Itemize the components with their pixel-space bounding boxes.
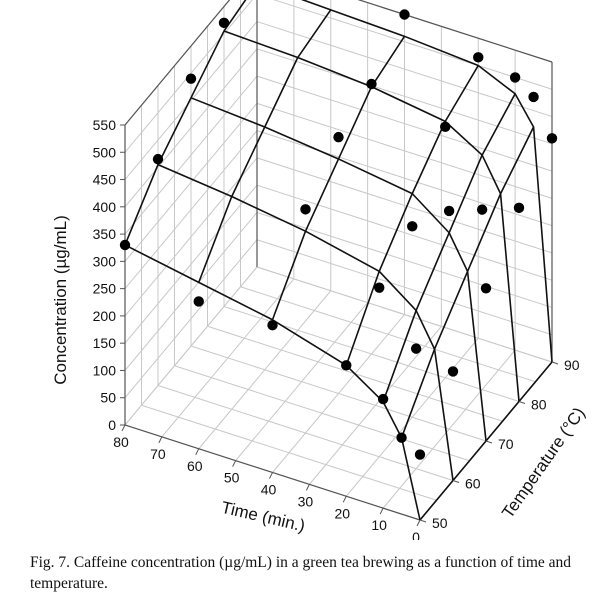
grid-walls	[124, 0, 553, 521]
surface-line-time	[271, 35, 406, 321]
data-point	[480, 283, 492, 294]
x-tick-label: 20	[334, 505, 350, 521]
y-tick-label: 60	[465, 476, 481, 492]
z-tick-label: 0	[108, 417, 116, 433]
data-point	[440, 121, 451, 133]
x-tick-mark	[269, 472, 273, 479]
x-tick-label: 70	[150, 446, 166, 462]
z-tick-label: 300	[93, 253, 117, 269]
data-point	[447, 366, 459, 377]
x-tick-mark	[121, 424, 126, 432]
z-tick-label: 250	[93, 281, 117, 297]
z-tick-label: 200	[93, 308, 117, 324]
data-point	[333, 131, 344, 143]
data-point	[377, 393, 389, 405]
data-point	[528, 91, 539, 103]
x-tick-mark	[195, 448, 200, 455]
data-point	[513, 202, 525, 214]
surface-line-time	[345, 65, 479, 366]
x-tick-label: 50	[224, 470, 240, 486]
z-tick-label: 550	[93, 117, 117, 133]
data-point	[366, 78, 377, 90]
data-point	[300, 204, 311, 215]
grid-line	[256, 266, 553, 363]
data-point	[218, 17, 230, 29]
y-tick-mark	[419, 519, 427, 523]
grid-line	[174, 365, 470, 462]
surface-line-time	[382, 93, 516, 403]
x-axis-label: Time (min.)	[220, 498, 307, 536]
z-tick-label: 50	[100, 390, 116, 406]
y-tick-label: 50	[432, 515, 448, 531]
data-point	[119, 239, 131, 251]
y-tick-mark	[485, 440, 493, 444]
z-tick-label: 500	[93, 144, 117, 160]
z-tick-label: 450	[93, 172, 117, 188]
y-tick-label: 90	[564, 357, 580, 373]
surface-line-time	[124, 0, 247, 246]
data-point	[185, 73, 197, 84]
x-tick-mark	[158, 436, 163, 444]
data-point	[443, 205, 455, 217]
z-axis-ticks: 0 50 100 150 200 250 300 350 400 450 500 550	[93, 117, 125, 433]
data-point	[509, 72, 521, 83]
surface-line-time	[400, 126, 535, 438]
y-axis-ticks: 50 60 70 80 90	[419, 357, 580, 531]
y-tick-mark	[518, 401, 526, 404]
x-tick-label: 10	[371, 517, 387, 533]
z-tick-label: 100	[93, 362, 117, 378]
figure-caption: Fig. 7. Caffeine concentration (µg/mL) i…	[30, 554, 572, 592]
y-tick-label: 70	[498, 436, 514, 452]
data-point	[374, 282, 385, 293]
axis-line	[124, 0, 231, 126]
x-tick-mark	[379, 507, 384, 515]
x-tick-mark	[342, 496, 347, 503]
x-tick-mark	[416, 519, 421, 527]
data-point	[152, 153, 164, 165]
x-tick-label: 80	[113, 434, 129, 450]
x-tick-mark	[305, 484, 310, 491]
y-tick-mark	[551, 361, 559, 365]
data-point	[267, 320, 278, 331]
data-point	[341, 360, 352, 371]
z-tick-label: 150	[93, 335, 117, 351]
grid-line	[190, 345, 487, 442]
grid-line	[223, 306, 520, 402]
data-point	[396, 432, 407, 443]
x-tick-label: 0	[412, 529, 420, 540]
x-axis-ticks: 80 70 60 50 40 30 20 10 0	[113, 424, 421, 540]
z-tick-label: 400	[93, 199, 117, 215]
y-tick-mark	[452, 480, 460, 483]
data-points	[119, 9, 558, 460]
grid-line	[240, 286, 536, 383]
data-point	[414, 449, 426, 460]
z-axis-label: Concentration (µg/mL)	[51, 215, 70, 384]
x-tick-label: 40	[261, 482, 277, 498]
x-tick-mark	[232, 460, 237, 467]
grid-line	[141, 404, 437, 501]
data-point	[410, 343, 422, 354]
grid-line	[157, 385, 454, 481]
data-point	[193, 296, 204, 307]
data-point	[399, 9, 410, 20]
z-tick-label: 350	[93, 226, 117, 242]
surface-line-time	[198, 9, 332, 283]
data-point	[546, 133, 558, 144]
data-point	[476, 204, 488, 215]
y-tick-label: 80	[531, 397, 547, 413]
data-point	[407, 221, 418, 232]
data-point	[473, 52, 484, 63]
x-tick-label: 30	[298, 493, 314, 509]
y-axis-label: Temperature (°C)	[498, 404, 588, 522]
x-tick-label: 60	[187, 458, 203, 474]
